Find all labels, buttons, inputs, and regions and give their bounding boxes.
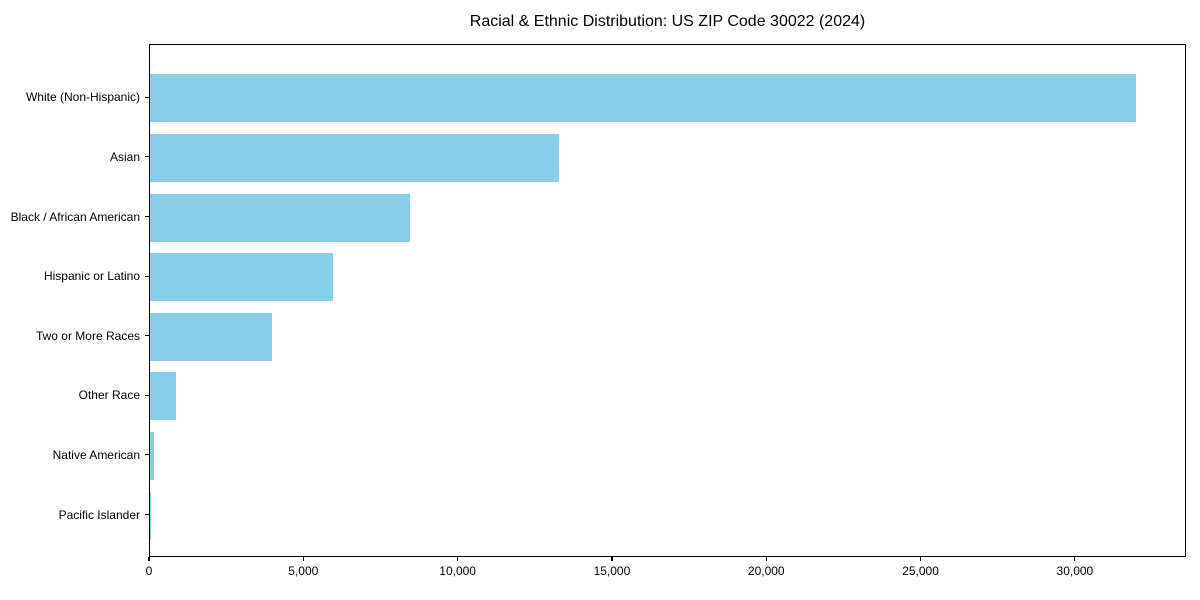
y-tick-label: White (Non-Hispanic) (25, 90, 140, 105)
y-tick-label: Pacific Islander (58, 507, 140, 522)
y-tick-mark (145, 394, 149, 396)
y-tick-label: Native American (52, 447, 140, 462)
bar (150, 431, 154, 480)
y-tick-label: Hispanic or Latino (43, 269, 140, 284)
x-tick-label: 30,000 (1056, 564, 1094, 578)
bar (150, 133, 559, 182)
x-tick-label: 0 (145, 564, 153, 578)
y-tick-mark (145, 156, 149, 158)
bar (150, 491, 151, 540)
y-tick-mark (145, 513, 149, 516)
x-tick-mark (919, 557, 922, 561)
x-tick-mark (611, 557, 613, 561)
x-tick-mark (1074, 557, 1076, 561)
x-tick-label: 15,000 (593, 564, 631, 578)
bar (150, 253, 333, 302)
y-tick-label: Other Race (78, 388, 140, 403)
y-tick-mark (145, 275, 149, 277)
chart-title: Racial & Ethnic Distribution: US ZIP Cod… (469, 13, 866, 30)
x-tick-mark (457, 557, 459, 561)
x-tick-label: 20,000 (747, 564, 785, 578)
x-tick-mark (765, 557, 767, 561)
x-tick-label: 10,000 (439, 564, 476, 578)
y-tick-mark (145, 454, 149, 456)
x-tick-mark (302, 557, 304, 561)
y-tick-label: Black / African American (10, 209, 140, 224)
x-tick-label: 5,000 (288, 564, 319, 578)
bar (150, 372, 176, 421)
y-tick-label: Two or More Races (35, 328, 140, 343)
y-tick-mark (145, 96, 149, 98)
bar (150, 193, 411, 242)
y-tick-label: Asian (109, 149, 140, 164)
bar (150, 312, 272, 361)
y-tick-mark (145, 335, 149, 337)
plot-area (149, 44, 1186, 557)
x-tick-mark (148, 557, 150, 561)
bar (150, 74, 1136, 123)
y-tick-mark (145, 215, 149, 218)
x-tick-label: 25,000 (902, 564, 939, 578)
